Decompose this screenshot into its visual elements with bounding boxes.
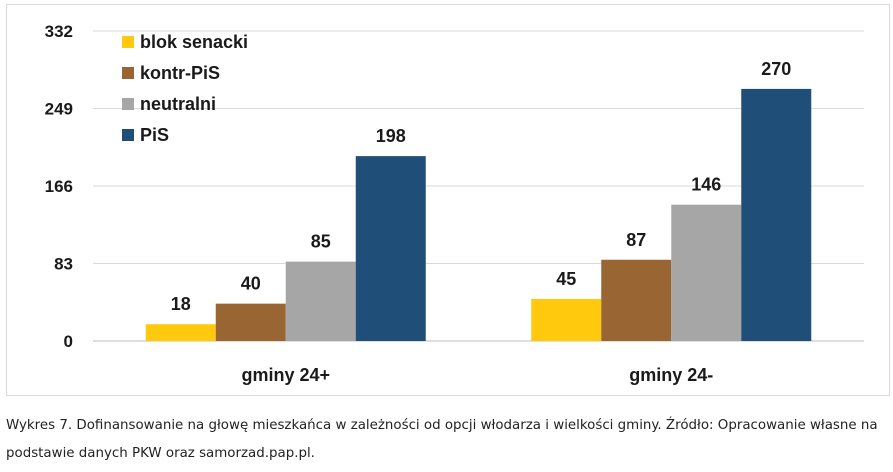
bar bbox=[145, 324, 216, 341]
legend-swatch bbox=[122, 67, 134, 79]
data-label: 18 bbox=[171, 294, 191, 314]
data-label: 87 bbox=[626, 230, 646, 250]
bar bbox=[215, 303, 286, 341]
bar-chart: 0 83 166 249 332 18 40 85 198 gminy 24+ 45 87 146 270… bbox=[45, 22, 864, 385]
legend-label: blok senacki bbox=[140, 32, 248, 52]
data-label: 40 bbox=[241, 274, 261, 294]
x-category-label: gminy 24+ bbox=[241, 365, 330, 385]
bar bbox=[355, 156, 426, 341]
bar bbox=[285, 261, 356, 341]
y-tick-label: 83 bbox=[54, 255, 73, 274]
y-tick-label: 332 bbox=[45, 22, 73, 41]
data-label: 85 bbox=[311, 232, 331, 252]
legend-label: neutralni bbox=[140, 94, 216, 114]
caption-line-1: Wykres 7. Dofinansowanie na głowę mieszk… bbox=[6, 418, 878, 433]
bar bbox=[531, 298, 602, 341]
data-label: 45 bbox=[556, 269, 576, 289]
legend-label: kontr-PiS bbox=[140, 63, 220, 83]
caption-line-2: podstawie danych PKW oraz samorzad.pap.p… bbox=[6, 446, 315, 461]
bar bbox=[671, 204, 742, 341]
data-label: 146 bbox=[691, 175, 721, 195]
y-tick-label: 166 bbox=[45, 177, 73, 196]
legend-label: PiS bbox=[140, 125, 169, 145]
data-label: 270 bbox=[761, 59, 791, 79]
bar bbox=[601, 259, 672, 341]
data-label: 198 bbox=[376, 126, 406, 146]
y-tick-label: 249 bbox=[45, 100, 73, 119]
legend-swatch bbox=[122, 98, 134, 110]
legend-swatch bbox=[122, 36, 134, 48]
chart-frame: 0 83 166 249 332 18 40 85 198 gminy 24+ 45 87 146 270… bbox=[6, 4, 890, 396]
figure-caption: Wykres 7. Dofinansowanie na głowę mieszk… bbox=[6, 412, 890, 468]
legend-swatch bbox=[122, 129, 134, 141]
y-tick-label: 0 bbox=[64, 332, 73, 351]
x-category-label: gminy 24- bbox=[629, 365, 713, 385]
bar bbox=[741, 88, 812, 341]
